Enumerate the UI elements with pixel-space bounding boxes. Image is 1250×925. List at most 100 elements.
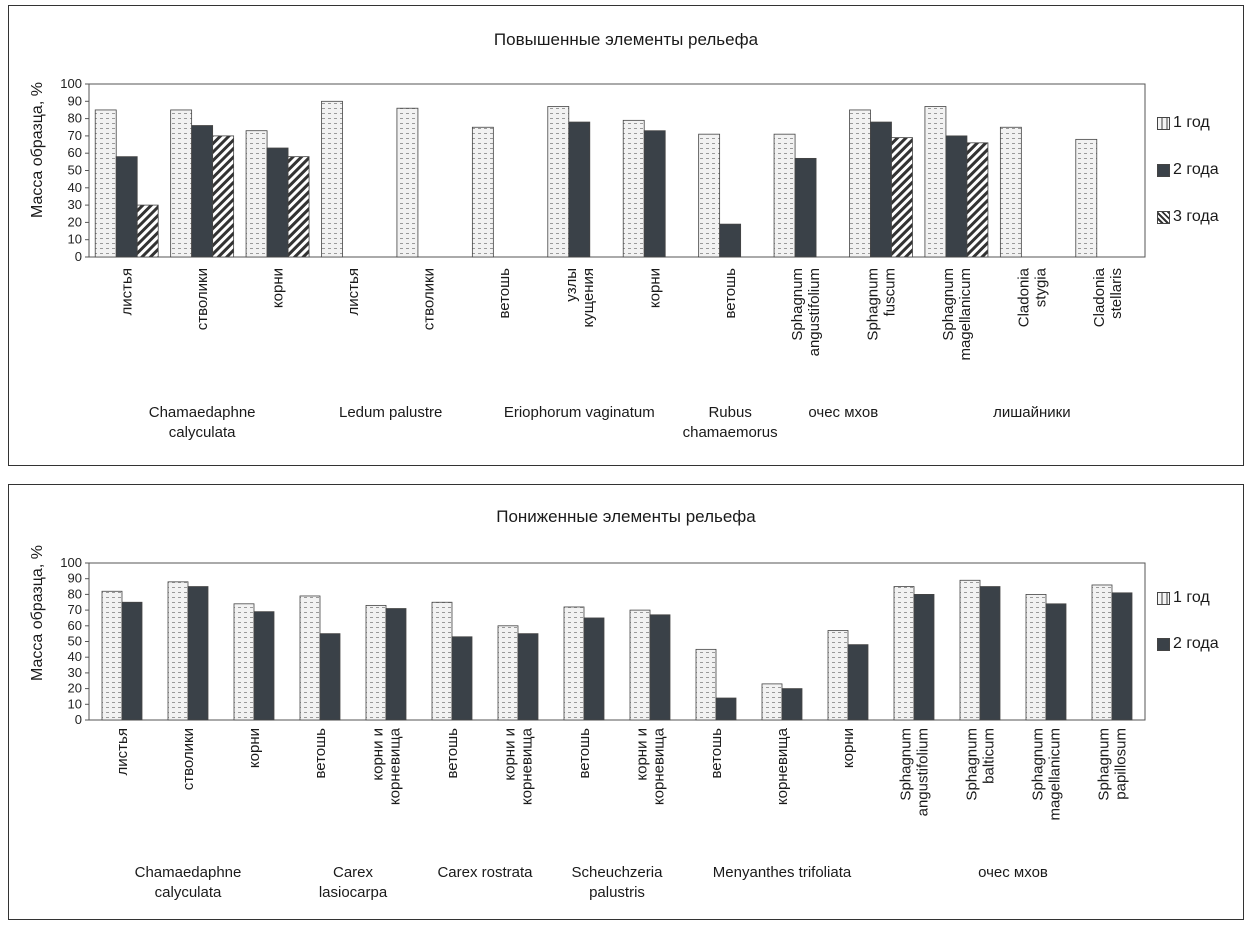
bar-year-2 (191, 125, 214, 258)
category-label: листья (345, 268, 362, 315)
group-label: Carex (333, 864, 374, 881)
legend-label: 1 год (1173, 589, 1210, 606)
y-tick-label: 40 (68, 649, 82, 664)
bar-year-1 (431, 601, 453, 721)
y-tick-label: 0 (75, 712, 82, 727)
chart-title: Пониженные элементы рельефа (496, 507, 756, 526)
bar-year-1 (167, 581, 189, 721)
group-label: calyculata (169, 424, 236, 441)
legend-item-2: 2 года (1157, 161, 1219, 179)
y-tick-label: 80 (68, 111, 82, 126)
bar-year-1 (101, 590, 123, 721)
bar-year-1 (563, 606, 585, 721)
group-label: calyculata (155, 884, 222, 901)
y-tick-label: 90 (68, 571, 82, 586)
category-label: ветошь (576, 728, 593, 779)
category-label: корни и (634, 728, 651, 781)
bar-year-3 (212, 135, 235, 258)
y-tick-label: 50 (68, 163, 82, 178)
chart-panel-elevated: Повышенные элементы рельефа Масса образц… (8, 5, 1244, 466)
y-tick-label: 50 (68, 634, 82, 649)
chart-panel-lowered: Пониженные элементы рельефа Масса образц… (8, 484, 1244, 920)
bar-year-1 (245, 130, 268, 258)
y-tick-label: 60 (68, 145, 82, 160)
category-label: стволики (420, 268, 437, 330)
bar-year-1 (924, 106, 947, 258)
bar-year-1 (547, 106, 570, 258)
category-label: fuscum (882, 268, 899, 316)
category-label: Sphagnum (940, 268, 957, 341)
bar-year-1 (893, 586, 915, 721)
group-label: Scheuchzeria (572, 864, 664, 881)
category-label: узлы (563, 268, 580, 302)
bar-year-2 (643, 130, 666, 258)
bar-year-3 (891, 137, 913, 258)
bar-year-2 (913, 594, 935, 721)
category-label: листья (114, 728, 131, 775)
category-label: papillosum (1113, 728, 1130, 800)
bar-year-2 (568, 121, 591, 258)
category-label: stygia (1032, 267, 1049, 307)
category-label: angustifolium (915, 728, 932, 816)
bar-year-1 (629, 609, 651, 721)
bar-year-2 (517, 633, 539, 721)
legend-label: 2 года (1173, 161, 1219, 178)
bar-year-1 (94, 109, 117, 258)
category-label: Sphagnum (898, 728, 915, 801)
category-label: корневища (519, 727, 536, 805)
category-label: корни (246, 728, 263, 768)
y-tick-label: 70 (68, 602, 82, 617)
bar-year-1 (827, 630, 849, 721)
bar-year-1 (1025, 594, 1047, 721)
category-label: Sphagnum (964, 728, 981, 801)
legend-label: 1 год (1173, 114, 1210, 131)
category-label: корни (647, 268, 664, 308)
y-tick-label: 70 (68, 128, 82, 143)
bar-year-1 (321, 100, 343, 258)
y-tick-label: 40 (68, 180, 82, 195)
category-label: angustifolium (806, 268, 823, 356)
bar-year-2 (451, 636, 473, 721)
y-tick-label: 20 (68, 681, 82, 696)
bar-year-1 (698, 133, 721, 258)
bar-year-1 (233, 603, 255, 721)
bar-year-2 (121, 601, 143, 721)
bar-year-1 (622, 119, 645, 258)
bar-year-1 (959, 579, 981, 721)
legend-swatch-dotted-icon (1157, 591, 1170, 605)
bar-year-3 (966, 142, 989, 258)
bar-year-2 (1111, 592, 1133, 721)
category-label: balticum (981, 728, 998, 784)
category-label: корневища (651, 727, 668, 805)
bar-year-1 (695, 648, 717, 721)
group-label: Menyanthes trifoliata (713, 864, 852, 881)
bar-year-1 (999, 126, 1022, 258)
category-label: Sphagnum (789, 268, 806, 341)
bar-year-2 (847, 644, 869, 721)
category-label: корни и (370, 728, 387, 781)
bar-year-2 (583, 617, 605, 721)
bar-year-2 (266, 147, 289, 258)
bar-year-2 (187, 586, 209, 721)
y-tick-label: 10 (68, 696, 82, 711)
group-label: Chamaedaphne (149, 404, 256, 421)
category-label: Sphagnum (1030, 728, 1047, 801)
group-label: Chamaedaphne (135, 864, 242, 881)
group-label: Carex rostrata (437, 864, 533, 881)
category-label: ветошь (708, 728, 725, 779)
category-label: кущения (580, 268, 597, 328)
bar-year-2 (979, 586, 1001, 721)
group-label: palustris (589, 884, 645, 901)
legend-label: 3 года (1173, 208, 1219, 225)
category-label: magellanicum (957, 268, 974, 361)
category-label: стволики (194, 268, 211, 330)
bar-year-3 (287, 156, 310, 258)
bar-year-2 (794, 157, 817, 258)
bar-year-2 (719, 223, 742, 258)
category-label: ветошь (722, 268, 739, 319)
category-label: корневища (387, 727, 404, 805)
y-tick-label: 80 (68, 586, 82, 601)
bar-year-2 (715, 697, 737, 721)
bar-year-1 (761, 683, 783, 721)
